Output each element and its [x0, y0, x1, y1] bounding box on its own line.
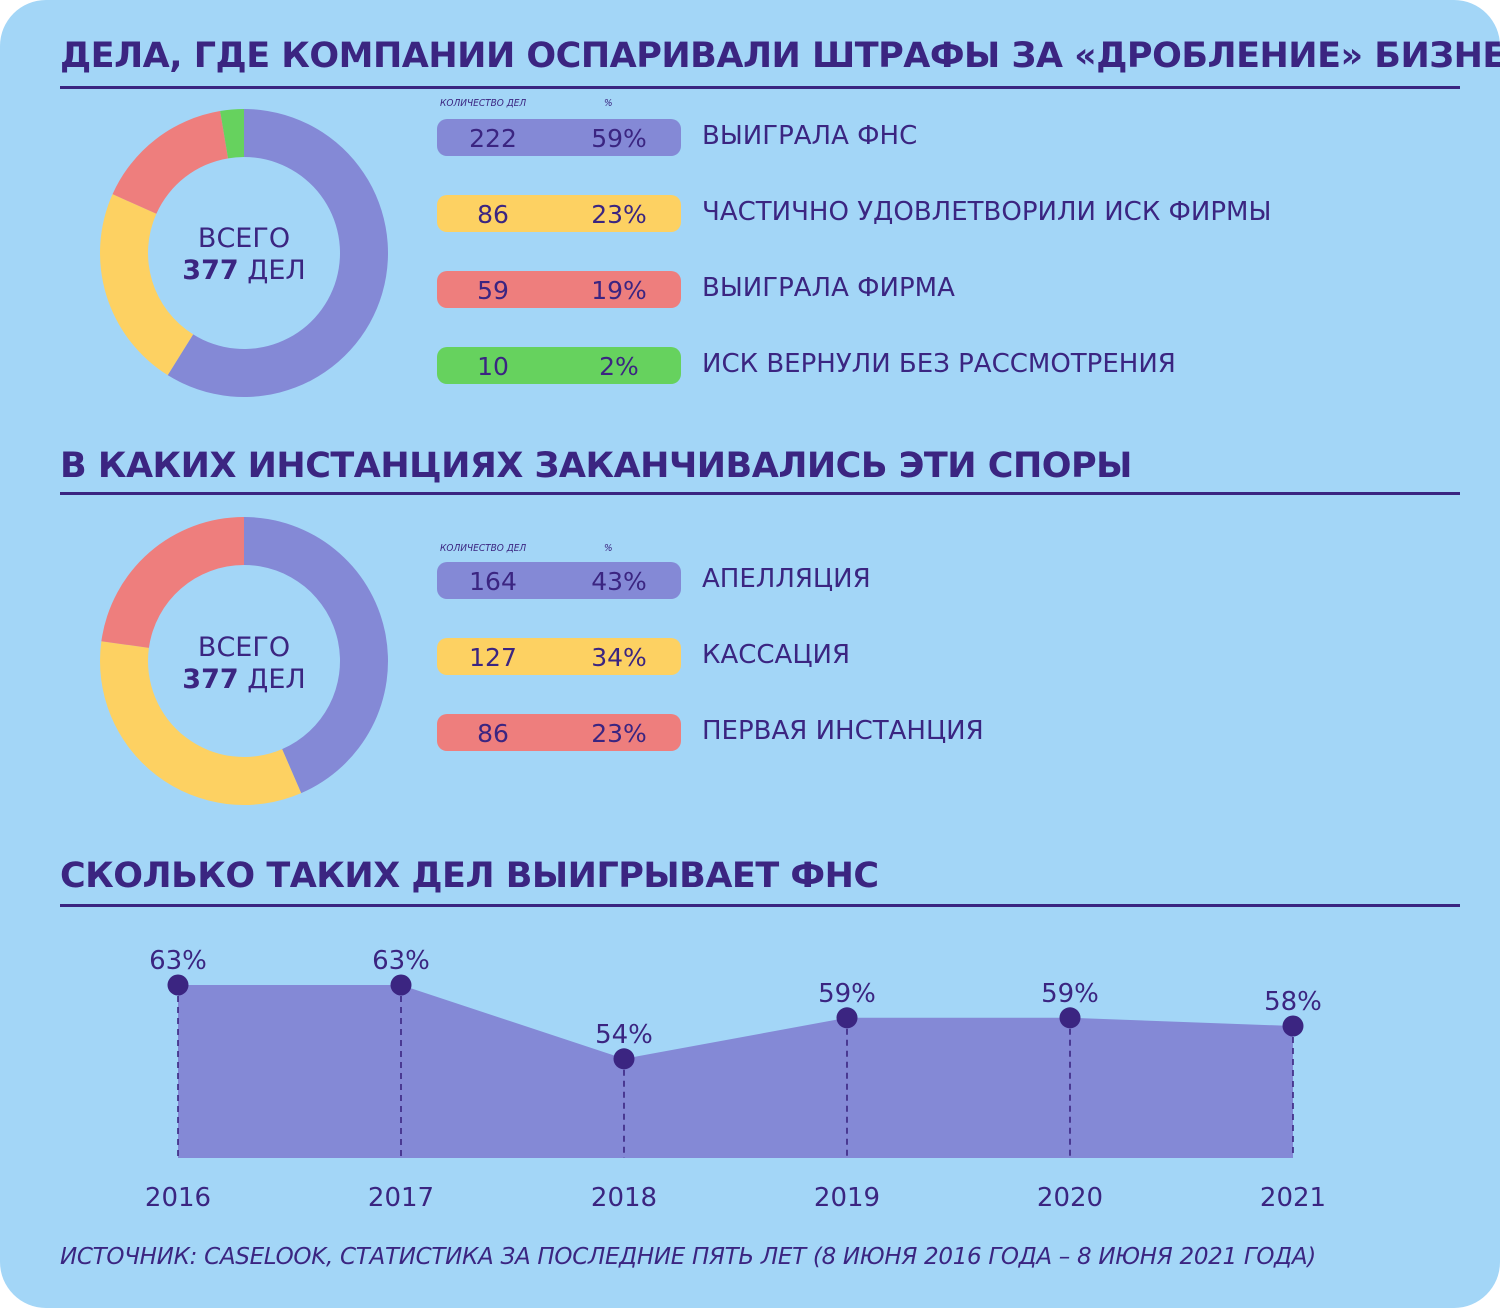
- outcomes-count-header: КОЛИЧЕСТВО ДЕЛ: [440, 98, 527, 109]
- legend-label-partial: ЧАСТИЧНО УДОВЛЕТВОРИЛИ ИСК ФИРМЫ: [702, 197, 1272, 227]
- data-point-2018: [613, 1048, 635, 1070]
- donut-slice-0: [167, 109, 388, 398]
- legend-pill-appeal: 164 43%: [437, 562, 681, 599]
- data-point-2017: [390, 974, 412, 996]
- instances-center-label: ВСЕГО: [198, 632, 290, 663]
- x-tick-2017: 2017: [368, 1183, 434, 1213]
- legend-count: 86: [477, 200, 509, 229]
- legend-count: 164: [469, 567, 517, 596]
- data-label-2019: 59%: [818, 979, 876, 1009]
- outcomes-center-label: ВСЕГО: [198, 223, 290, 254]
- x-tick-2016: 2016: [145, 1183, 211, 1213]
- legend-count: 127: [469, 643, 517, 672]
- data-label-2017: 63%: [372, 946, 430, 976]
- instances-donut: [100, 517, 389, 805]
- legend-percent: 43%: [591, 567, 647, 596]
- outcomes-center-total: 377 ДЕЛ: [182, 255, 305, 286]
- legend-pill-cassation: 127 34%: [437, 638, 681, 675]
- legend-label-appeal: АПЕЛЛЯЦИЯ: [702, 564, 871, 594]
- outcomes-pct-header: %: [604, 98, 613, 109]
- legend-label-first-instance: ПЕРВАЯ ИНСТАНЦИЯ: [702, 716, 984, 746]
- legend-percent: 34%: [591, 643, 647, 672]
- data-label-2021: 58%: [1264, 987, 1322, 1017]
- legend-count: 86: [477, 719, 509, 748]
- donut-slice-1: [100, 641, 302, 805]
- legend-label-cassation: КАССАЦИЯ: [702, 640, 851, 670]
- fns-wins-title-rule: [60, 904, 1460, 907]
- data-point-2021: [1282, 1015, 1304, 1037]
- legend-percent: 23%: [591, 200, 647, 229]
- data-label-2020: 59%: [1041, 979, 1099, 1009]
- legend-count: 10: [477, 352, 509, 381]
- x-tick-2021: 2021: [1260, 1183, 1326, 1213]
- legend-percent: 23%: [591, 719, 647, 748]
- legend-percent: 19%: [591, 276, 647, 305]
- outcomes-title: ДЕЛА, ГДЕ КОМПАНИИ ОСПАРИВАЛИ ШТРАФЫ ЗА …: [60, 36, 1500, 76]
- instances-count-header: КОЛИЧЕСТВО ДЕЛ: [440, 543, 527, 554]
- donut-slice-2: [112, 110, 229, 214]
- x-tick-2018: 2018: [591, 1183, 657, 1213]
- legend-label-returned: ИСК ВЕРНУЛИ БЕЗ РАССМОТРЕНИЯ: [702, 349, 1176, 379]
- area-fill: [178, 985, 1293, 1158]
- outcomes-donut: [100, 109, 388, 398]
- instances-title-rule: [60, 492, 1460, 495]
- source-note: ИСТОЧНИК: CASELOOK, СТАТИСТИКА ЗА ПОСЛЕД…: [60, 1244, 1316, 1270]
- data-label-2016: 63%: [149, 946, 207, 976]
- x-tick-2020: 2020: [1037, 1183, 1103, 1213]
- data-label-2018: 54%: [595, 1020, 653, 1050]
- donut-slice-3: [220, 109, 244, 159]
- data-point-2016: [167, 974, 189, 996]
- legend-label-fns-won: ВЫИГРАЛА ФНС: [702, 121, 918, 151]
- donut-slice-2: [101, 517, 244, 648]
- data-point-2019: [836, 1007, 858, 1029]
- legend-count: 59: [477, 276, 509, 305]
- fns-wins-title: СКОЛЬКО ТАКИХ ДЕЛ ВЫИГРЫВАЕТ ФНС: [60, 856, 879, 896]
- fns-wins-area-chart: 63% 2016 63% 2017 54% 2018 59% 2019 59% 2020 58% 20…: [145, 946, 1326, 1213]
- legend-pill-fns-won: 222 59%: [437, 119, 681, 156]
- instances-pct-header: %: [604, 543, 613, 554]
- instances-center-total: 377 ДЕЛ: [182, 664, 305, 695]
- donut-slice-0: [244, 517, 389, 794]
- x-tick-2019: 2019: [814, 1183, 880, 1213]
- legend-label-firm-won: ВЫИГРАЛА ФИРМА: [702, 273, 955, 303]
- legend-count: 222: [469, 124, 517, 153]
- outcomes-title-rule: [60, 86, 1460, 89]
- legend-pill-returned: 10 2%: [437, 347, 681, 384]
- legend-pill-firm-won: 59 19%: [437, 271, 681, 308]
- data-point-2020: [1059, 1007, 1081, 1029]
- legend-pill-partial: 86 23%: [437, 195, 681, 232]
- donut-slice-1: [100, 194, 194, 376]
- instances-title: В КАКИХ ИНСТАНЦИЯХ ЗАКАНЧИВАЛИСЬ ЭТИ СПО…: [60, 446, 1132, 486]
- legend-pill-first-instance: 86 23%: [437, 714, 681, 751]
- legend-percent: 2%: [599, 352, 639, 381]
- legend-percent: 59%: [591, 124, 647, 153]
